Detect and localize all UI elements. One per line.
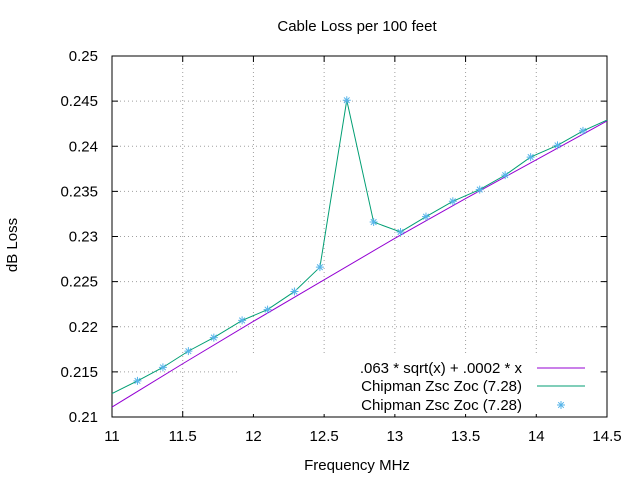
series-point-2 <box>290 287 299 296</box>
series-point-2 <box>396 227 405 236</box>
series-point-2 <box>448 197 457 206</box>
y-tick-label: 0.215 <box>60 364 98 381</box>
series-layer <box>111 96 608 408</box>
series-point-2 <box>369 218 378 227</box>
y-tick-label: 0.22 <box>69 319 98 336</box>
legend-label: Chipman Zsc Zoc (7.28) <box>361 378 522 395</box>
series-point-2 <box>501 171 510 180</box>
series-point-2 <box>475 185 484 194</box>
series-point-2 <box>209 333 218 342</box>
legend-background <box>240 354 600 414</box>
series-point-2 <box>553 141 562 150</box>
series-point-2 <box>578 126 587 135</box>
x-tick-label: 12.5 <box>310 428 339 445</box>
series-point-2 <box>158 363 167 372</box>
x-tick-label: 14.5 <box>592 428 621 445</box>
chart-title: Cable Loss per 100 feet <box>277 18 437 35</box>
y-tick-label: 0.21 <box>69 409 98 426</box>
x-tick-label: 11.5 <box>169 428 197 445</box>
x-tick-label: 13.5 <box>451 428 480 445</box>
x-tick-label: 11 <box>104 428 120 445</box>
series-point-2 <box>526 153 535 162</box>
y-axis-title: dB Loss <box>4 218 21 272</box>
x-tick-label: 13 <box>387 428 404 445</box>
legend-label: Chipman Zsc Zoc (7.28) <box>361 397 522 414</box>
y-tick-label: 0.23 <box>69 229 98 246</box>
legend-label: .063 * sqrt(x) + .0002 * x <box>360 360 523 377</box>
x-tick-label: 14 <box>528 428 545 445</box>
y-tick-label: 0.24 <box>69 138 98 155</box>
y-tick-label: 0.225 <box>60 274 98 291</box>
y-tick-label: 0.245 <box>60 93 98 110</box>
series-point-2 <box>263 305 272 314</box>
y-tick-label: 0.25 <box>69 48 98 65</box>
series-line-0 <box>111 120 608 408</box>
axis-ticks: 11 11.5 12 12.5 13 13.5 14 14.5 0.21 0.215 0.22 0.2… <box>60 48 621 445</box>
series-point-2 <box>342 96 351 105</box>
legend-swatch-point <box>557 401 565 409</box>
y-tick-label: 0.235 <box>60 183 98 200</box>
series-point-2 <box>421 212 430 221</box>
series-point-2 <box>133 376 142 385</box>
series-point-2 <box>315 263 324 272</box>
x-axis-title: Frequency MHz <box>304 457 410 474</box>
x-tick-label: 12 <box>245 428 262 445</box>
series-line-1 <box>111 100 608 394</box>
series-point-2 <box>238 316 247 325</box>
series-point-2 <box>184 347 193 356</box>
